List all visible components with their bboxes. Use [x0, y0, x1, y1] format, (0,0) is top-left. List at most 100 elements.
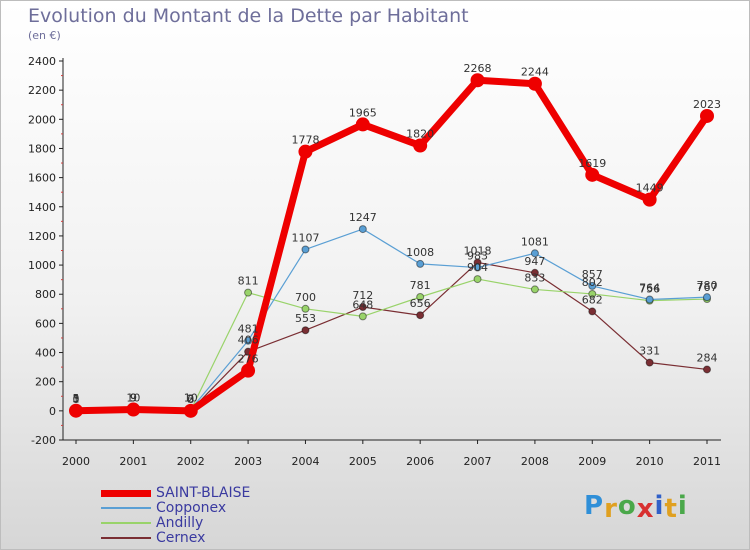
- y-tick-label: 400: [35, 347, 56, 360]
- x-tick-label: 2003: [234, 455, 262, 468]
- chart-title: Evolution du Montant de la Dette par Hab…: [28, 5, 469, 27]
- data-label: 1008: [406, 246, 434, 259]
- series-point: [416, 259, 425, 268]
- data-label: 1449: [636, 182, 664, 195]
- data-label: 1: [73, 393, 80, 406]
- x-tick-label: 2007: [464, 455, 492, 468]
- series-point: [183, 403, 198, 418]
- data-label: 9: [130, 392, 137, 405]
- data-label: 481: [238, 323, 259, 336]
- data-label: 811: [238, 275, 259, 288]
- logo-letter: o: [617, 491, 637, 521]
- data-label: 284: [697, 351, 718, 364]
- data-label: 1965: [349, 106, 377, 119]
- x-tick-label: 2011: [693, 455, 721, 468]
- y-tick-label: 800: [35, 288, 56, 301]
- series-point: [530, 268, 539, 277]
- y-tick-label: 1400: [28, 201, 56, 214]
- series-point: [473, 275, 482, 284]
- chart-unit: (en €): [28, 29, 61, 42]
- series-line: [75, 228, 708, 411]
- series-point: [642, 192, 657, 207]
- x-tick-label: 2005: [349, 455, 377, 468]
- legend-label: Cernex: [156, 530, 206, 546]
- x-tick-label: 2009: [578, 455, 606, 468]
- legend-swatch: [101, 522, 151, 524]
- series-point: [413, 138, 428, 153]
- logo-letter: t: [664, 494, 678, 524]
- data-label: 802: [582, 276, 603, 289]
- data-label: 983: [467, 250, 488, 263]
- series-point: [645, 295, 654, 304]
- series-point: [703, 365, 711, 374]
- legend-swatch: [101, 537, 151, 539]
- data-label: 648: [352, 298, 373, 311]
- series-point: [416, 293, 425, 302]
- series-point: [530, 285, 539, 294]
- y-tick-label: 600: [35, 317, 56, 330]
- y-tick-label: 0: [49, 405, 56, 418]
- series-line: [75, 261, 708, 412]
- data-label: 9: [130, 392, 137, 405]
- x-tick-label: 2004: [291, 455, 319, 468]
- data-label: 553: [295, 312, 316, 325]
- data-label: 3: [73, 392, 80, 405]
- series-line: [75, 278, 708, 412]
- x-tick-label: 2001: [119, 455, 147, 468]
- data-label: 2244: [521, 66, 549, 79]
- legend-swatch: [101, 507, 151, 509]
- data-label: 1081: [521, 235, 549, 248]
- data-label: 764: [639, 281, 660, 294]
- series-point: [69, 403, 83, 418]
- data-label: 1820: [406, 128, 434, 141]
- series-point: [301, 245, 310, 254]
- proxiti-logo: Proxiti: [584, 491, 688, 524]
- data-label: 857: [582, 268, 603, 281]
- legend-label: SAINT-BLAISE: [156, 485, 251, 501]
- data-label: 1778: [291, 134, 319, 147]
- series-point: [416, 311, 425, 320]
- series-point: [355, 117, 370, 132]
- data-label: 0: [73, 393, 80, 406]
- x-tick-label: 2006: [406, 455, 434, 468]
- x-tick-label: 2000: [62, 455, 90, 468]
- y-tick-label: 1200: [28, 230, 56, 243]
- series-point: [301, 304, 310, 313]
- data-label: 700: [295, 291, 316, 304]
- y-tick-label: -200: [31, 434, 56, 447]
- legend-label: Andilly: [156, 515, 204, 531]
- y-tick-label: 2000: [28, 113, 56, 126]
- series-point: [588, 289, 597, 298]
- series-point: [358, 312, 367, 321]
- series-line: [75, 76, 710, 415]
- series-point: [530, 249, 539, 258]
- series-point: [358, 225, 367, 234]
- logo-letter: P: [584, 491, 605, 521]
- x-tick-label: 2010: [636, 455, 664, 468]
- data-label: 331: [639, 345, 660, 358]
- series-point: [700, 108, 714, 123]
- logo-letter: i: [654, 491, 665, 521]
- series-point: [585, 167, 600, 182]
- x-tick-label: 2002: [177, 455, 205, 468]
- y-tick-label: 1600: [28, 172, 56, 185]
- logo-letter: r: [604, 494, 618, 524]
- series-point: [244, 336, 253, 345]
- y-tick-label: 2400: [28, 55, 56, 68]
- data-label: 947: [524, 255, 545, 268]
- data-label: 780: [697, 279, 718, 292]
- logo-letter: i: [677, 491, 688, 521]
- y-tick-label: 200: [35, 376, 56, 389]
- data-label: 1619: [578, 157, 606, 170]
- data-label: 781: [410, 279, 431, 292]
- data-label: 656: [410, 297, 431, 310]
- data-label: 2023: [693, 98, 721, 111]
- data-label: 406: [238, 334, 259, 347]
- data-label: 10: [184, 391, 198, 404]
- data-label: 276: [238, 353, 259, 366]
- y-tick-label: 2200: [28, 84, 56, 97]
- data-label: 1107: [291, 231, 319, 244]
- series-point: [588, 281, 597, 290]
